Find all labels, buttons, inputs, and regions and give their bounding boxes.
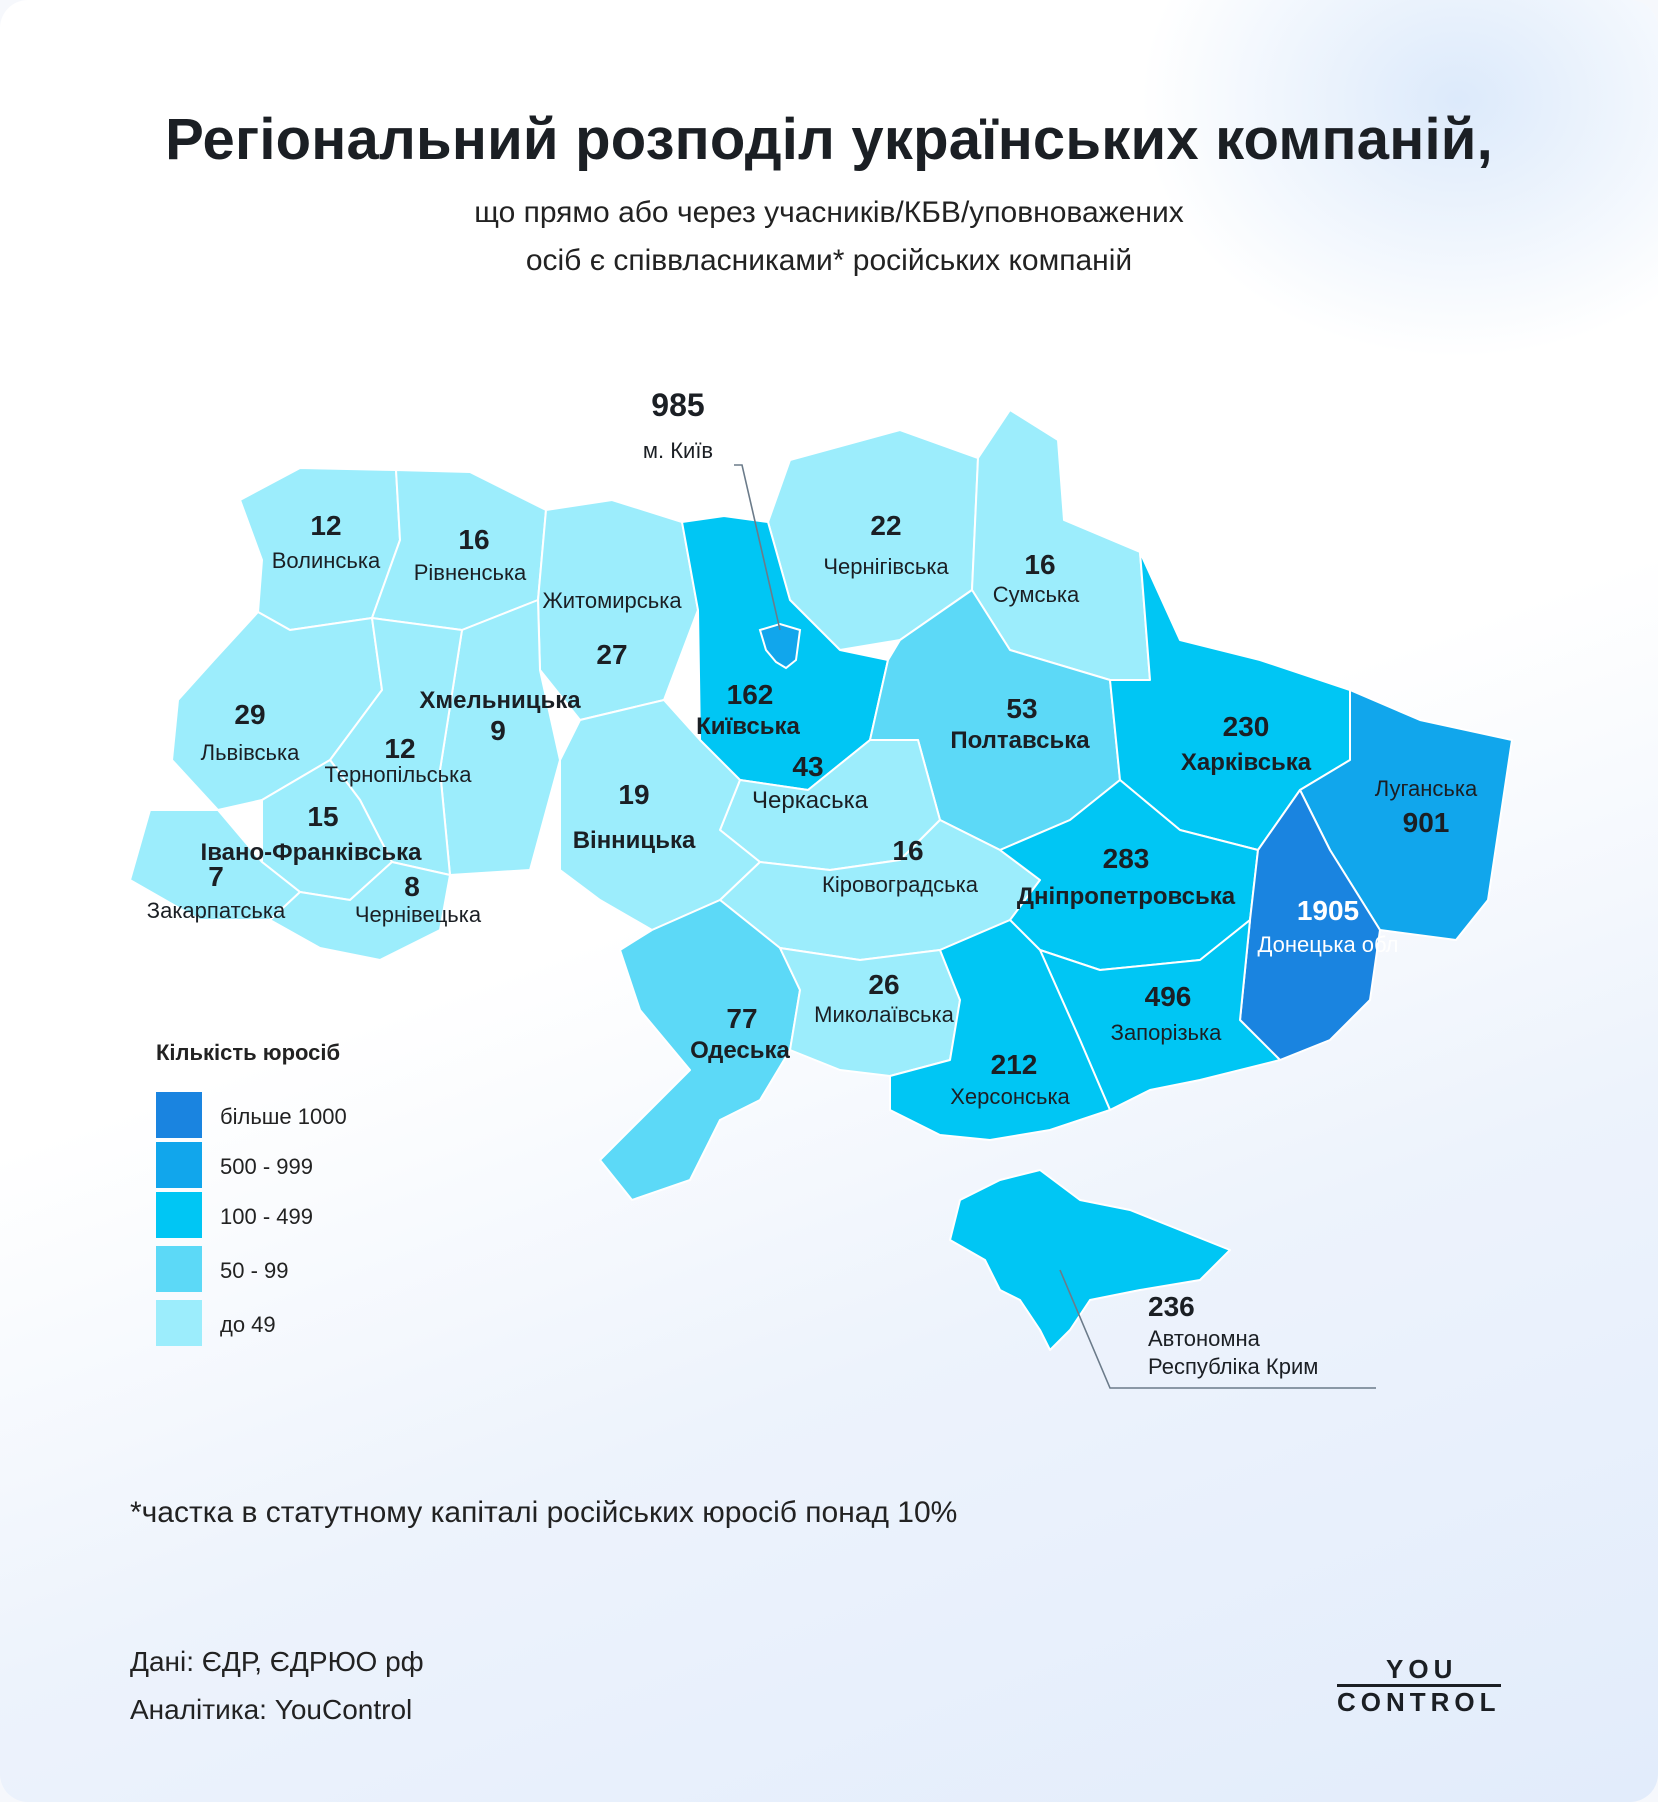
- region-name: Кіровоградська: [822, 872, 979, 897]
- region-value: 9: [490, 715, 506, 746]
- region-name: Закарпатська: [147, 898, 286, 923]
- region-value: 22: [870, 510, 901, 541]
- region-name: Чернігівська: [823, 554, 949, 579]
- crimea-value: 236: [1148, 1291, 1195, 1322]
- kyiv-city-shape: [758, 622, 802, 670]
- youcontrol-logo: YOU CONTROL: [1330, 1654, 1501, 1717]
- region-name: Черкаська: [752, 787, 869, 814]
- region-value: 16: [458, 524, 489, 555]
- region-name: Чернівецька: [355, 902, 482, 927]
- logo-line-1: YOU: [1386, 1654, 1458, 1684]
- background-glow: [1138, 0, 1658, 360]
- region-name: Тернопільська: [325, 762, 473, 787]
- region-name: Львівська: [201, 740, 300, 765]
- legend-label: більше 1000: [220, 1104, 347, 1129]
- region-name: Сумська: [993, 582, 1080, 607]
- region-chernivetska: [269, 861, 451, 961]
- region-value: 901: [1403, 807, 1450, 838]
- legend-swatch: [156, 1246, 202, 1292]
- legend-swatch: [156, 1142, 202, 1188]
- region-name: Дніпропетровська: [1017, 883, 1236, 910]
- region-name: Хмельницька: [419, 687, 581, 714]
- legend-label: до 49: [220, 1312, 276, 1337]
- region-value: 162: [727, 679, 774, 710]
- region-value: 26: [868, 969, 899, 1000]
- data-source: Дані: ЄДР, ЄДРЮО рф: [130, 1646, 424, 1677]
- analytics-credit: Аналітика: YouControl: [130, 1694, 413, 1725]
- region-crimea: [949, 1169, 1231, 1351]
- footnote: *частка в статутному капіталі російських…: [130, 1496, 958, 1529]
- kyiv-city-name: м. Київ: [643, 438, 713, 463]
- region-name: Миколаївська: [814, 1002, 954, 1027]
- region-value: 16: [1024, 549, 1055, 580]
- ukraine-map: 12 Волинська 16 Рівненська Житомирська 2…: [129, 387, 1513, 1389]
- region-name: Івано-Франківська: [201, 839, 423, 866]
- region-name: Одеська: [690, 1037, 790, 1064]
- region-value: 19: [618, 779, 649, 810]
- region-name: Рівненська: [414, 560, 527, 585]
- legend-swatch: [156, 1300, 202, 1346]
- region-value: 1905: [1297, 895, 1359, 926]
- region-name: Харківська: [1181, 749, 1312, 776]
- region-name: Херсонська: [950, 1084, 1070, 1109]
- region-value: 53: [1006, 693, 1037, 724]
- kyiv-leader-line: [734, 464, 781, 631]
- page-title: Регіональний розподіл українських компан…: [165, 107, 1493, 172]
- region-luhanska: [1299, 689, 1513, 941]
- crimea-name-line-1: Автономна: [1148, 1326, 1261, 1351]
- region-value: 283: [1103, 843, 1150, 874]
- kyiv-city-value: 985: [651, 387, 704, 423]
- legend-label: 100 - 499: [220, 1204, 313, 1229]
- region-name: Житомирська: [542, 588, 682, 613]
- region-value: 496: [1145, 981, 1192, 1012]
- region-khersonska: [889, 919, 1111, 1141]
- region-value: 8: [404, 871, 420, 902]
- region-value: 12: [310, 510, 341, 541]
- subtitle-line-1: що прямо або через учасників/КБВ/уповнов…: [474, 196, 1184, 229]
- region-name: Київська: [696, 713, 800, 740]
- subtitle-line-2: осіб є співвласниками* російських компан…: [525, 244, 1133, 277]
- region-value: 230: [1223, 711, 1270, 742]
- region-name: Луганська: [1375, 776, 1478, 801]
- region-name: Волинська: [272, 548, 381, 573]
- crimea-name-line-2: Республіка Крим: [1148, 1354, 1318, 1379]
- legend-label: 500 - 999: [220, 1154, 313, 1179]
- legend-label: 50 - 99: [220, 1258, 289, 1283]
- region-value: 77: [726, 1003, 757, 1034]
- region-value: 15: [307, 801, 338, 832]
- crimea-leader-line: [1059, 1269, 1376, 1389]
- legend-title: Кількість юросіб: [156, 1040, 341, 1065]
- region-name: Запорізька: [1111, 1020, 1222, 1045]
- region-value: 29: [234, 699, 265, 730]
- region-value: 7: [208, 861, 224, 892]
- region-value: 212: [991, 1049, 1038, 1080]
- legend-swatch: [156, 1092, 202, 1138]
- region-value: 12: [384, 733, 415, 764]
- region-name: Полтавська: [950, 727, 1090, 754]
- region-value: 27: [596, 639, 627, 670]
- region-name: Вінницька: [573, 827, 696, 854]
- region-name: Донецька обл: [1258, 932, 1399, 957]
- region-value: 16: [892, 835, 923, 866]
- logo-line-2: CONTROL: [1337, 1684, 1501, 1718]
- legend-swatch: [156, 1192, 202, 1238]
- region-value: 43: [792, 751, 823, 782]
